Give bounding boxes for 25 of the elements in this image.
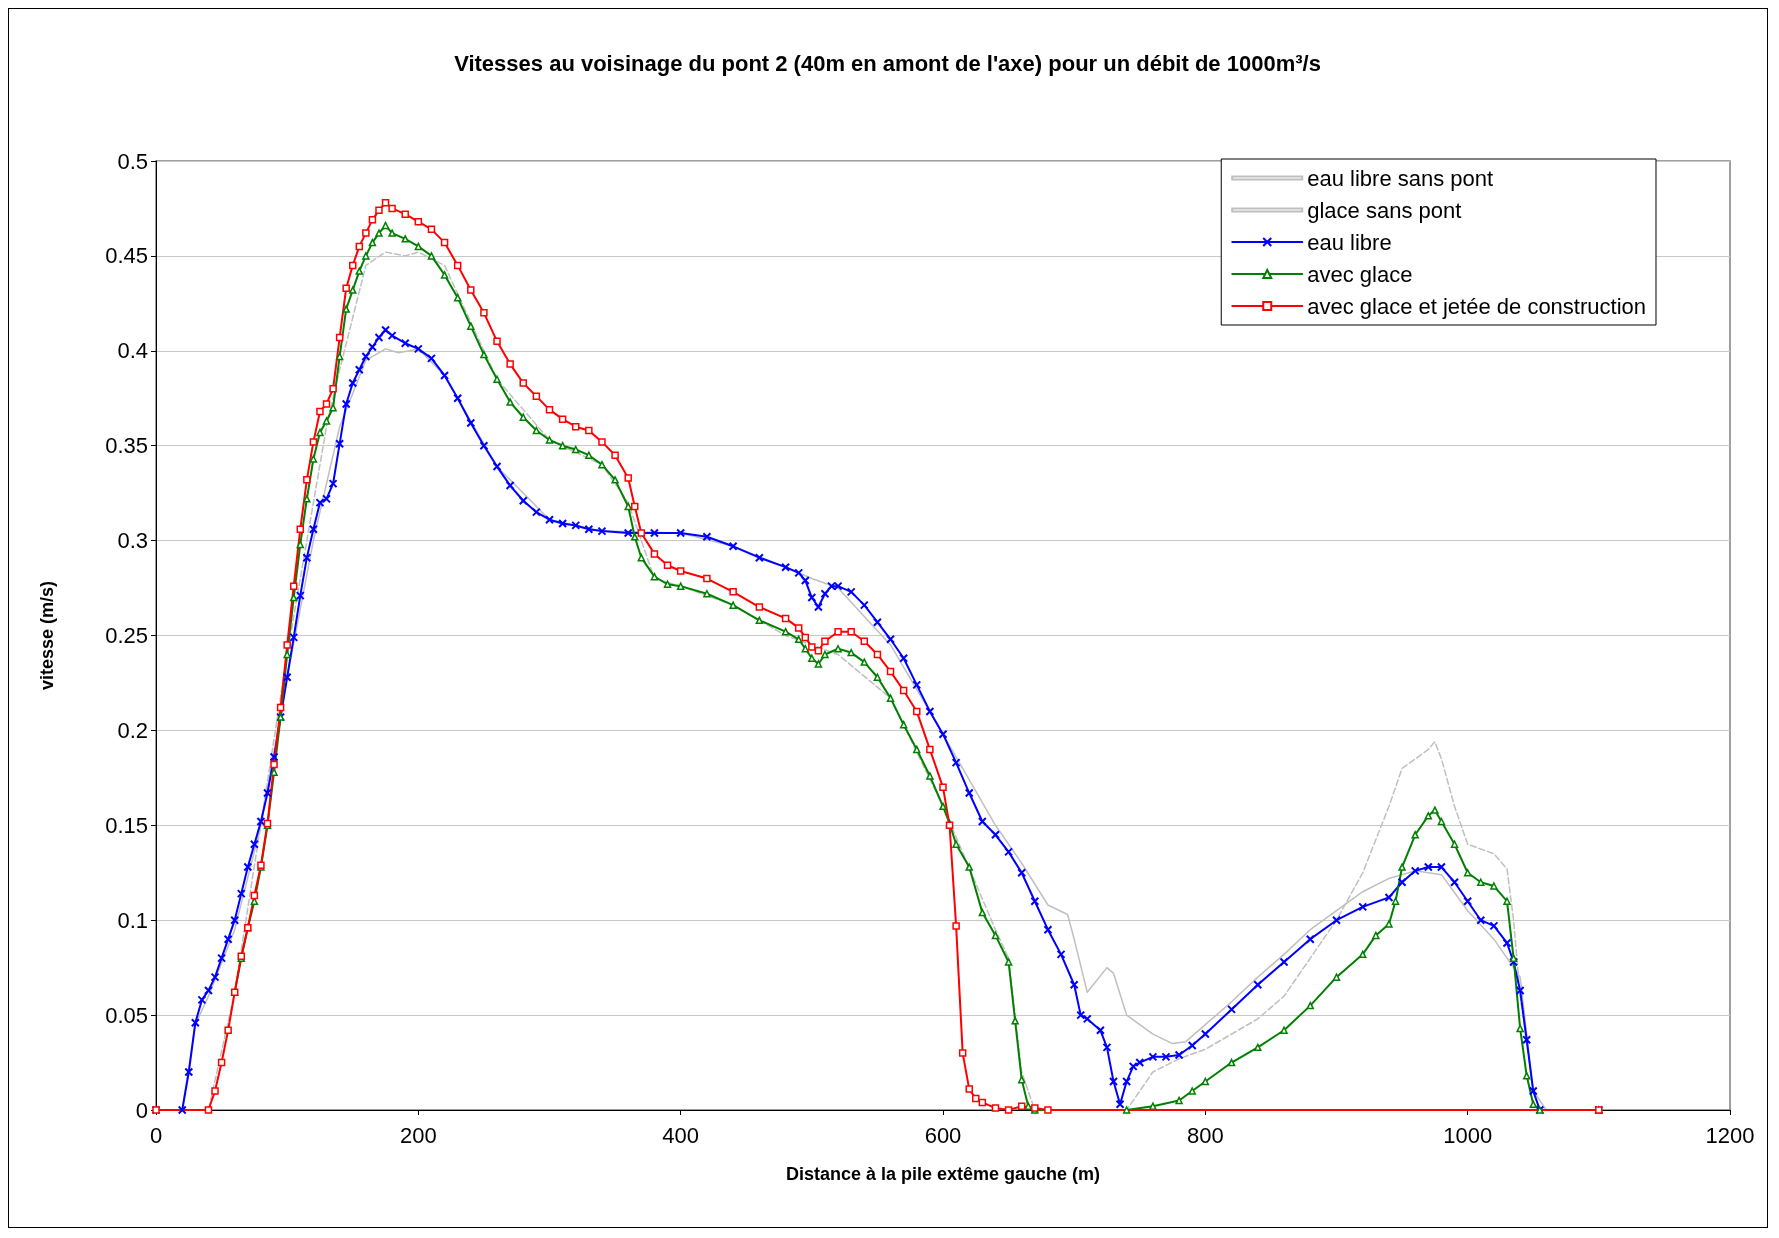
y-tick-label: 0.45	[105, 243, 148, 269]
legend-label: eau libre sans pont	[1307, 165, 1494, 191]
x-axis-title: Distance à la pile extême gauche (m)	[785, 1164, 1101, 1184]
chart-title: Vitesses au voisinage du pont 2 (40m en amont de l'axe) pour un débit de 1000m³/s	[454, 50, 1321, 76]
y-tick-label: 0.3	[117, 528, 148, 554]
y-tick-label: 0.1	[117, 907, 148, 933]
y-tick-label: 0.4	[117, 338, 148, 364]
y-tick-label: 0.2	[117, 717, 148, 743]
x-tick-label: 1000	[1443, 1122, 1493, 1148]
x-tick-label: 400	[662, 1122, 700, 1148]
y-tick-label: 0	[135, 1097, 148, 1123]
legend-label: avec glace	[1307, 261, 1413, 287]
legend-label: eau libre	[1307, 229, 1392, 255]
x-tick-label: 200	[399, 1122, 437, 1148]
legend-label: glace sans pont	[1307, 197, 1462, 223]
y-axis-title: vitesse (m/s)	[37, 580, 57, 691]
x-tick-label: 600	[924, 1122, 962, 1148]
y-tick-label: 0.25	[105, 623, 148, 648]
legend-label: avec glace et jetée de construction	[1307, 293, 1646, 319]
y-tick-label: 0.15	[105, 812, 148, 838]
x-tick-label: 800	[1186, 1122, 1224, 1148]
x-tick-label: 1200	[1705, 1122, 1755, 1148]
y-tick-label: 0.05	[105, 1002, 148, 1028]
y-tick-label: 0.35	[105, 433, 148, 459]
y-tick-label: 0.5	[117, 148, 148, 174]
